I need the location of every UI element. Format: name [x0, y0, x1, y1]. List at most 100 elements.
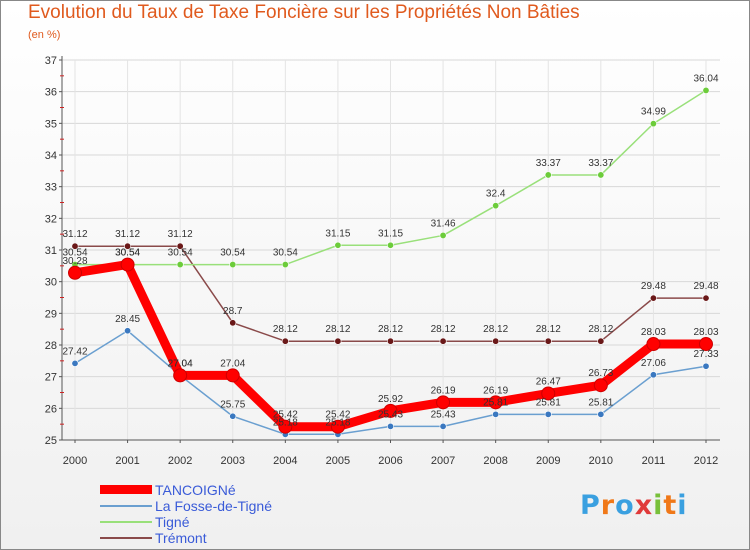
data-point — [699, 337, 713, 352]
data-point — [229, 412, 237, 420]
data-point — [649, 120, 657, 128]
data-label: 27.33 — [693, 349, 718, 360]
data-label: 25.81 — [483, 397, 508, 408]
data-label: 30.54 — [168, 248, 193, 259]
x-tick-label: 2006 — [378, 455, 402, 467]
x-tick-label: 2004 — [273, 455, 297, 467]
data-label: 26.19 — [431, 385, 456, 396]
data-point — [544, 410, 552, 418]
y-tick-label: 35 — [45, 118, 57, 130]
data-point — [71, 359, 79, 367]
legend-swatch — [100, 505, 152, 507]
legend-swatch — [100, 485, 152, 494]
data-point — [386, 337, 394, 345]
data-point — [597, 410, 605, 418]
legend-item: Tigné — [100, 514, 360, 530]
data-point — [544, 337, 552, 345]
y-tick-label: 28 — [45, 340, 57, 352]
data-point — [334, 337, 342, 345]
data-label: 25.42 — [325, 410, 350, 421]
chart-subtitle: (en %) — [28, 29, 61, 41]
data-label: 33.37 — [588, 158, 613, 169]
data-label: 28.7 — [223, 306, 243, 317]
data-label: 31.12 — [62, 229, 87, 240]
legend-label: La Fosse-de-Tigné — [155, 498, 272, 514]
data-point — [649, 294, 657, 302]
data-label: 27.06 — [641, 358, 666, 369]
data-point — [646, 337, 661, 352]
y-tick-label: 32 — [45, 213, 57, 225]
data-point — [173, 368, 188, 383]
logo-letter: r — [600, 490, 616, 521]
data-point — [281, 337, 289, 345]
data-label: 33.37 — [536, 158, 561, 169]
data-label: 28.12 — [483, 324, 508, 335]
data-point — [492, 337, 500, 345]
logo-letter: P — [580, 490, 601, 521]
data-label: 25.18 — [273, 417, 298, 428]
data-point — [702, 86, 710, 94]
data-label: 25.43 — [431, 409, 456, 420]
data-label: 30.28 — [62, 256, 87, 267]
data-label: 25.75 — [220, 399, 245, 410]
data-label: 25.18 — [325, 417, 350, 428]
legend-label: TANCOIGNé — [155, 482, 236, 498]
data-label: 28.12 — [536, 324, 561, 335]
data-label: 31.15 — [378, 228, 403, 239]
data-point — [124, 327, 132, 335]
data-point — [124, 242, 132, 250]
data-label: 28.12 — [431, 324, 456, 335]
x-tick-label: 2001 — [115, 455, 139, 467]
chart-title: Evolution du Taux de Taxe Foncière sur l… — [28, 2, 580, 23]
x-tick-label: 2011 — [642, 455, 666, 467]
data-point — [439, 337, 447, 345]
data-label: 36.04 — [693, 73, 718, 84]
y-tick-label: 30 — [45, 277, 57, 289]
x-tick-label: 2000 — [63, 455, 87, 467]
data-label: 28.12 — [273, 324, 298, 335]
data-point — [386, 422, 394, 430]
y-tick-label: 26 — [45, 403, 57, 415]
data-point — [439, 231, 447, 239]
data-label: 28.03 — [641, 327, 666, 338]
data-label: 25.81 — [588, 397, 613, 408]
data-point — [544, 171, 552, 179]
y-tick-label: 36 — [45, 87, 57, 99]
logo-letter: x — [634, 490, 654, 521]
data-label: 26.47 — [536, 376, 561, 387]
legend-label: Trémont — [155, 530, 207, 546]
data-point — [229, 319, 237, 327]
data-point — [492, 202, 500, 210]
data-label: 30.54 — [273, 248, 298, 259]
data-label: 34.99 — [641, 107, 666, 118]
data-point — [120, 257, 135, 272]
y-tick-label: 31 — [45, 245, 57, 257]
data-label: 31.12 — [115, 229, 140, 240]
y-tick-label: 37 — [45, 55, 57, 67]
data-point — [176, 261, 184, 269]
x-tick-label: 2008 — [483, 455, 507, 467]
data-point — [278, 419, 293, 434]
x-tick-label: 2012 — [694, 455, 718, 467]
legend-swatch — [100, 537, 152, 539]
logo-letter: t — [663, 490, 678, 521]
data-label: 27.04 — [168, 358, 193, 369]
data-point — [439, 422, 447, 430]
legend-item: La Fosse-de-Tigné — [100, 498, 360, 514]
logo-letter: i — [653, 490, 664, 521]
data-label: 30.54 — [115, 248, 140, 259]
data-point — [488, 395, 503, 410]
y-tick-label: 33 — [45, 182, 57, 194]
data-label: 26.19 — [483, 385, 508, 396]
data-label: 25.43 — [378, 409, 403, 420]
data-point — [225, 368, 240, 383]
legend-swatch — [100, 521, 152, 523]
data-point — [71, 242, 79, 250]
data-point — [702, 362, 710, 370]
data-label: 27.42 — [62, 346, 87, 357]
data-point — [176, 242, 184, 250]
data-point — [541, 386, 556, 401]
data-label: 31.12 — [168, 229, 193, 240]
x-tick-label: 2010 — [589, 455, 613, 467]
